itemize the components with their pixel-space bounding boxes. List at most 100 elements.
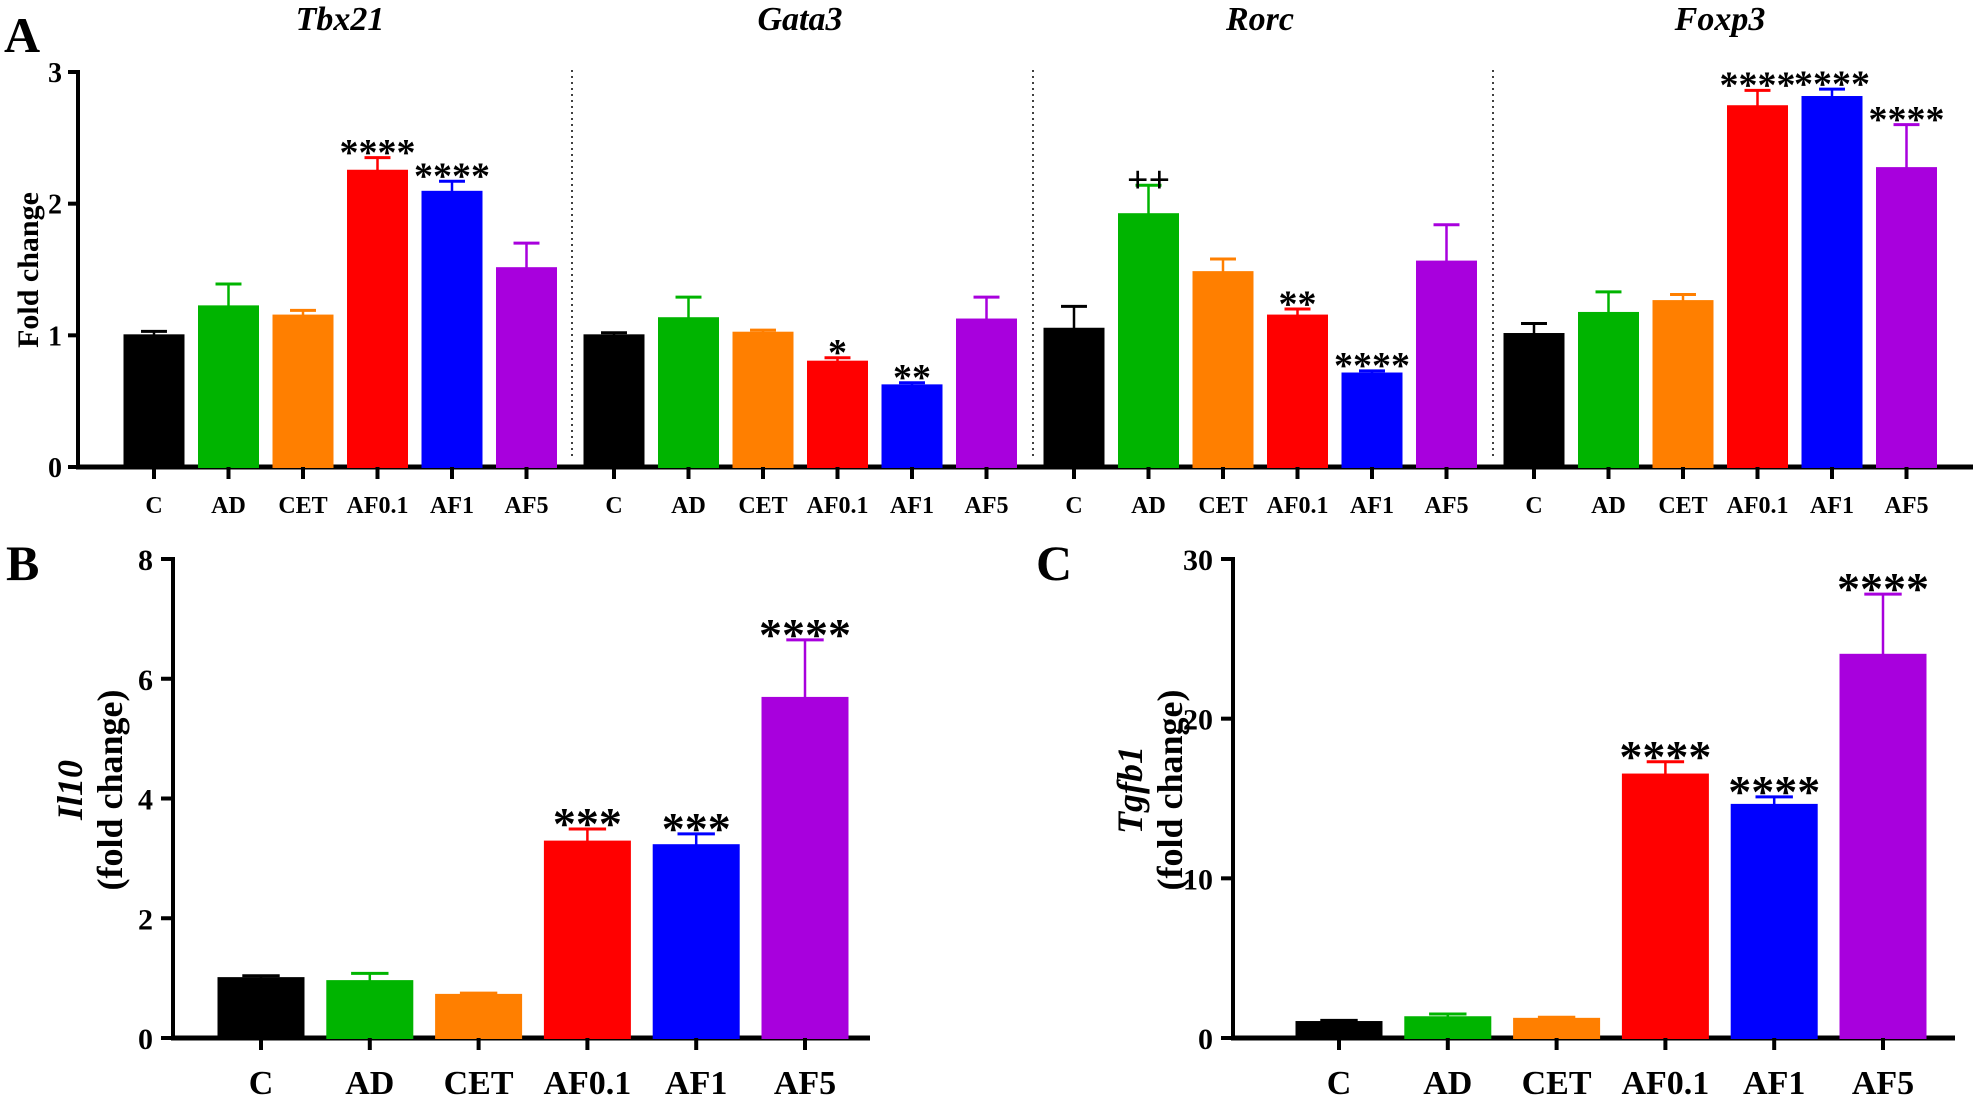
x-tick-label: AF0.1	[1621, 1065, 1709, 1097]
x-tick-label: C	[249, 1065, 274, 1097]
y-tick-label: 4	[138, 784, 153, 817]
x-tick-label: CET	[1658, 493, 1707, 519]
y-tick-label: 2	[138, 903, 153, 936]
x-tick-label: CET	[278, 493, 327, 519]
x-tick-label: AF1	[1810, 493, 1854, 519]
bar-af5	[1416, 260, 1477, 468]
x-tick-label: AF5	[774, 1065, 836, 1097]
bar-c	[217, 977, 305, 1039]
bar-c	[1043, 327, 1105, 468]
y-tick-label: 0	[48, 453, 62, 484]
x-tick-label: C	[1065, 493, 1082, 519]
x-tick-label: C	[605, 493, 622, 519]
x-tick-label: AF1	[665, 1065, 727, 1097]
y-tick-label: 6	[138, 664, 153, 697]
significance-label: ++	[1127, 160, 1170, 202]
x-tick-label: CET	[1198, 493, 1247, 519]
y-tick-label: 1	[48, 321, 62, 352]
x-tick-label: AF5	[1425, 493, 1469, 519]
gene-title: Gata3	[758, 1, 843, 38]
x-tick-label: CET	[1522, 1065, 1592, 1097]
x-tick-label: AD	[1131, 493, 1166, 519]
panel-label-b: B	[6, 535, 39, 591]
x-tick-label: AD	[1423, 1065, 1472, 1097]
chart-rorc: C AD ++ CET AF0.1 ** AF1 **** AF5	[1043, 160, 1477, 519]
y-tick-label: 30	[1183, 544, 1213, 577]
significance-label: ****	[1837, 563, 1929, 614]
significance-label: **	[893, 357, 931, 399]
bar-ad	[1578, 311, 1639, 469]
bar-af0.1	[1621, 773, 1709, 1039]
bar-af1	[1801, 96, 1863, 469]
bar-af1	[1341, 372, 1403, 468]
x-tick-label: AF1	[430, 493, 474, 519]
y-tick-label: 3	[48, 58, 62, 89]
y-axis-label: Tgfb1(fold change)	[1110, 690, 1190, 891]
significance-label: ****	[1794, 63, 1870, 105]
gene-title: Rorc	[1225, 1, 1294, 38]
bar-c	[583, 334, 645, 469]
x-tick-label: AF0.1	[347, 493, 409, 519]
x-tick-label: AF1	[1350, 493, 1394, 519]
bar-af1	[1730, 803, 1818, 1039]
x-tick-label: AF5	[1852, 1065, 1914, 1097]
y-axis-label: Il10(fold change)	[50, 690, 130, 891]
significance-label: ****	[1728, 766, 1820, 817]
x-tick-label: AF0.1	[1267, 493, 1329, 519]
significance-label: ***	[553, 798, 622, 849]
y-axis-gene: Tgfb1	[1110, 746, 1150, 834]
bar-af0.1	[1727, 105, 1788, 468]
bar-ad	[1118, 213, 1179, 468]
bar-cet	[1192, 271, 1254, 468]
x-tick-label: C	[145, 493, 162, 519]
bar-cet	[435, 993, 523, 1040]
bar-af1	[421, 190, 483, 468]
significance-label: **	[1279, 283, 1317, 325]
x-tick-label: CET	[444, 1065, 514, 1097]
y-axis-unit: (fold change)	[90, 690, 130, 891]
y-tick-label: 0	[138, 1023, 153, 1056]
bar-af5	[1839, 653, 1927, 1039]
chart-gata3: C AD CET AF0.1 * AF1 ** AF5	[583, 295, 1017, 519]
bar-ad	[658, 317, 719, 469]
chart-tgfb1: C AD CET AF0.1 **** AF1 **** AF5 ****	[1295, 563, 1929, 1097]
y-tick-label: 0	[1198, 1023, 1213, 1056]
bar-cet	[1513, 1017, 1601, 1040]
bar-cet	[1652, 300, 1714, 468]
x-tick-label: AD	[671, 493, 706, 519]
x-tick-label: AF0.1	[807, 493, 869, 519]
x-tick-label: AD	[345, 1065, 394, 1097]
significance-label: *	[828, 332, 847, 374]
bar-af5	[496, 267, 557, 468]
bar-ad	[326, 980, 414, 1040]
x-tick-label: AD	[1591, 493, 1626, 519]
bar-ad	[1404, 1016, 1492, 1040]
significance-label: ****	[759, 609, 851, 660]
significance-label: ****	[1869, 99, 1945, 141]
gene-title: Tbx21	[296, 1, 385, 38]
bar-af5	[761, 696, 849, 1039]
x-tick-label: C	[1525, 493, 1542, 519]
bar-cet	[732, 331, 794, 469]
significance-label: ****	[1619, 731, 1711, 782]
x-tick-label: AF1	[1743, 1065, 1805, 1097]
bar-c	[1503, 333, 1565, 468]
x-tick-label: AF0.1	[543, 1065, 631, 1097]
y-tick-label: 2	[48, 190, 62, 221]
bar-af0.1	[347, 169, 408, 468]
chart-tbx21: C AD CET AF0.1 **** AF1 **** AF5	[123, 132, 557, 519]
x-tick-label: AF5	[505, 493, 549, 519]
x-tick-label: AD	[211, 493, 246, 519]
significance-label: ****	[1720, 65, 1796, 107]
x-tick-label: AF0.1	[1727, 493, 1789, 519]
bar-c	[123, 334, 185, 469]
panel-label-c: C	[1036, 535, 1072, 591]
y-tick-label: 8	[138, 544, 153, 577]
significance-label: ****	[340, 132, 416, 174]
bar-af5	[956, 318, 1017, 468]
bar-af1	[652, 844, 740, 1040]
significance-label: ****	[1334, 345, 1410, 387]
x-tick-label: AF5	[965, 493, 1009, 519]
x-tick-label: C	[1327, 1065, 1352, 1097]
